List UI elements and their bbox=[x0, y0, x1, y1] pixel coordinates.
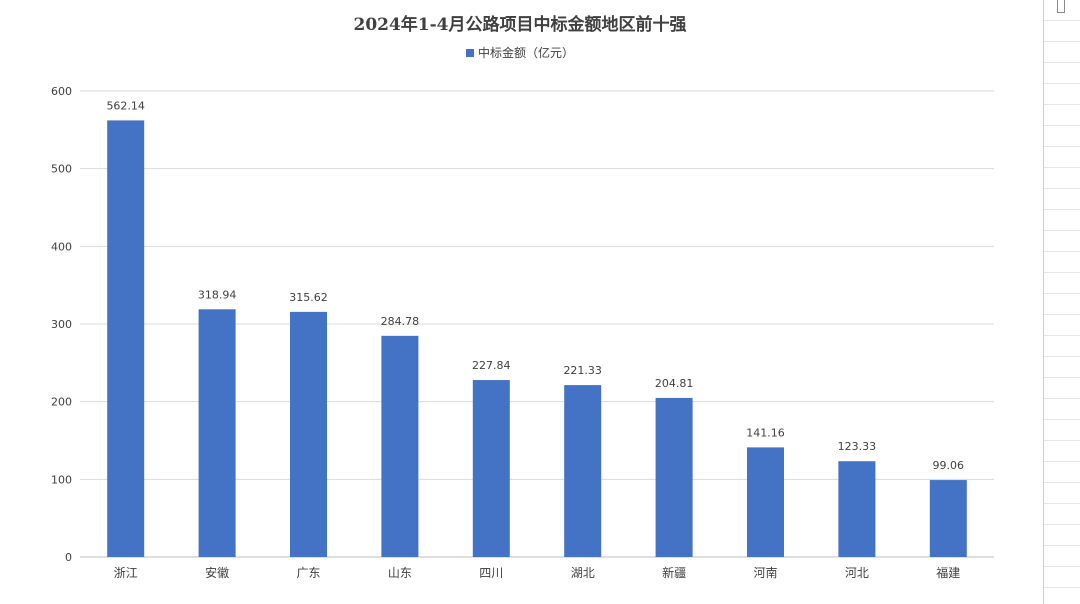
data-label: 318.94 bbox=[198, 288, 237, 301]
panel-marker bbox=[1057, 0, 1065, 13]
y-tick-label: 600 bbox=[51, 85, 72, 98]
bar bbox=[747, 447, 784, 557]
bar bbox=[838, 461, 876, 557]
x-tick-label: 安徽 bbox=[205, 565, 229, 580]
data-label: 227.84 bbox=[472, 359, 511, 372]
y-tick-label: 400 bbox=[51, 240, 72, 253]
bar-chart: 0 100 200 300 400 500 600 562.14 浙江 318.94 安徽 315.6… bbox=[51, 85, 994, 580]
legend-label: 中标金额（亿元） bbox=[477, 46, 574, 60]
spreadsheet-side-panel bbox=[1043, 0, 1080, 604]
data-label: 141.16 bbox=[746, 426, 785, 439]
data-label: 562.14 bbox=[106, 99, 145, 112]
data-label: 123.33 bbox=[838, 440, 877, 453]
chart-title: 2024年1-4月公路项目中标金额地区前十强 bbox=[353, 15, 687, 35]
bar bbox=[381, 335, 419, 557]
x-tick-label: 河北 bbox=[845, 566, 869, 580]
x-tick-label: 山东 bbox=[388, 566, 412, 580]
x-tick-label: 新疆 bbox=[662, 565, 686, 580]
bar bbox=[564, 385, 602, 557]
bar bbox=[198, 309, 236, 557]
x-tick-label: 湖北 bbox=[571, 565, 595, 580]
bar bbox=[472, 380, 510, 557]
bar bbox=[929, 480, 967, 557]
bar bbox=[107, 120, 145, 557]
y-tick-label: 0 bbox=[65, 551, 72, 564]
x-tick-label: 四川 bbox=[479, 566, 503, 580]
data-label: 284.78 bbox=[381, 315, 420, 328]
x-tick-label: 广东 bbox=[296, 566, 320, 580]
y-tick-label: 500 bbox=[51, 163, 72, 176]
x-tick-label: 河南 bbox=[753, 565, 777, 580]
bar bbox=[290, 311, 327, 557]
data-label: 221.33 bbox=[563, 364, 602, 377]
y-tick-label: 300 bbox=[51, 318, 72, 331]
y-tick-label: 100 bbox=[51, 473, 72, 486]
legend: 中标金额（亿元） bbox=[0, 44, 1040, 61]
data-label: 99.06 bbox=[933, 459, 965, 472]
x-tick-label: 浙江 bbox=[114, 566, 138, 580]
y-tick-label: 200 bbox=[51, 396, 72, 409]
bar bbox=[655, 397, 693, 557]
legend-swatch bbox=[465, 48, 474, 57]
x-tick-label: 福建 bbox=[936, 565, 960, 580]
data-label: 204.81 bbox=[655, 377, 694, 390]
data-label: 315.62 bbox=[289, 291, 328, 304]
